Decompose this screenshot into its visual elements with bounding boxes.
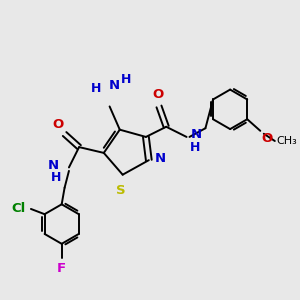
Text: H: H [190, 141, 200, 154]
Text: H: H [91, 82, 102, 95]
Text: N: N [154, 152, 166, 165]
Text: CH₃: CH₃ [276, 136, 297, 146]
Text: H: H [51, 171, 62, 184]
Text: H: H [121, 73, 132, 86]
Text: O: O [262, 132, 273, 145]
Text: S: S [116, 184, 126, 197]
Text: N: N [48, 160, 59, 172]
Text: F: F [57, 262, 66, 275]
Text: N: N [108, 79, 119, 92]
Text: N: N [191, 128, 202, 141]
Text: O: O [52, 118, 64, 130]
Text: O: O [152, 88, 163, 101]
Text: Cl: Cl [11, 202, 26, 215]
